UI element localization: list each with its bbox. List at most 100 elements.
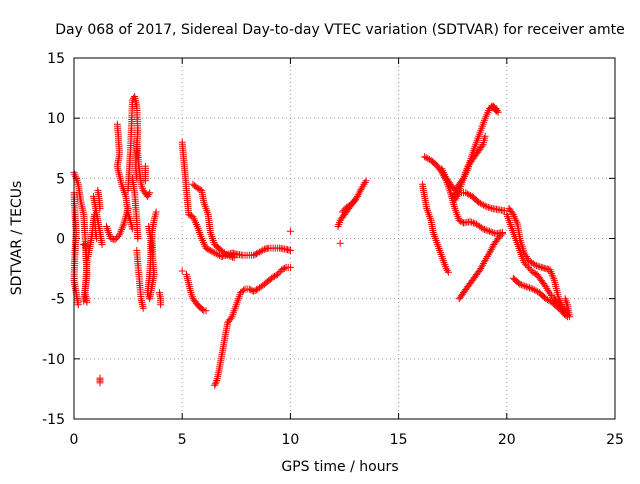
chart-title: Day 068 of 2017, Sidereal Day-to-day VTE… [55,22,625,38]
data-point [550,275,558,283]
data-point [245,285,253,293]
data-point [355,189,363,197]
data-point [484,203,492,211]
data-point [354,192,361,200]
data-point [521,251,529,259]
data-point [286,247,294,254]
data-point [347,201,355,209]
data-point [185,210,193,218]
data-point [484,227,492,235]
data-point [488,102,496,110]
data-point [205,246,213,254]
data-point [250,251,258,259]
data-point [206,247,214,254]
data-point [523,262,531,270]
data-point [548,271,556,279]
data-point [211,380,219,388]
data-point [421,153,429,161]
data-point [340,206,348,214]
data-point [203,245,211,253]
grid-lines [74,58,615,419]
y-axis-label: SDTVAR / TECUs [9,181,25,296]
data-point [338,208,346,216]
data-point [336,239,344,247]
data-point [517,281,525,289]
data-point [193,184,201,192]
data-point [195,185,203,193]
data-point [477,224,485,232]
data-point [74,301,82,309]
data-point [520,249,528,257]
data-point [529,260,537,268]
data-point [536,263,544,271]
data-point [118,224,126,232]
data-point [141,177,149,185]
data-point [548,292,555,299]
data-point [354,191,362,199]
data-point [463,190,471,198]
data-point [348,199,356,207]
data-point [566,313,574,321]
data-point [481,202,489,210]
data-point [542,295,550,303]
data-points [70,93,574,389]
data-point [273,271,281,279]
data-point [462,189,470,197]
data-point [486,204,494,212]
data-point [478,142,486,150]
data-point [548,269,555,277]
data-point [516,280,524,288]
x-tick-label: 15 [390,432,408,448]
data-point [530,269,538,277]
data-point [202,244,210,252]
data-point [486,249,493,257]
data-point [486,247,494,255]
data-point [533,262,541,270]
data-point [483,253,491,260]
x-tick-label: 5 [178,432,187,448]
data-point [526,284,533,292]
data-point [209,248,217,256]
data-point [98,241,106,248]
data-point [479,225,487,233]
data-point [83,298,91,306]
data-point [286,227,294,235]
data-point [477,265,485,273]
data-point [526,265,534,273]
data-point [186,211,194,219]
data-point [486,227,493,235]
x-tick-label: 25 [606,432,624,448]
data-point [555,304,563,312]
y-tick-label: 15 [47,51,65,67]
data-point [444,268,452,276]
data-point [256,248,264,256]
data-point [96,379,104,387]
data-point [134,235,142,242]
x-tick-label: 20 [498,432,516,448]
data-point [229,253,236,261]
data-point [481,132,489,140]
data-point [499,230,506,238]
data-point [145,191,153,199]
y-tick-label: -5 [51,292,65,308]
data-point [534,262,542,270]
data-point [478,200,486,208]
data-point [454,191,462,199]
data-point [119,222,127,230]
data-point [479,261,487,269]
data-point [543,296,551,304]
data-point [524,283,532,291]
data-point [360,180,368,188]
data-point [286,263,294,271]
data-point [481,256,489,264]
data-point [271,272,278,280]
data-point [211,381,219,389]
data-point [532,287,540,295]
data-point [344,202,352,210]
data-point [487,246,495,254]
data-point [501,207,509,215]
data-point [351,196,359,204]
data-point [208,247,216,255]
data-point [278,266,286,274]
data-point [212,250,220,258]
